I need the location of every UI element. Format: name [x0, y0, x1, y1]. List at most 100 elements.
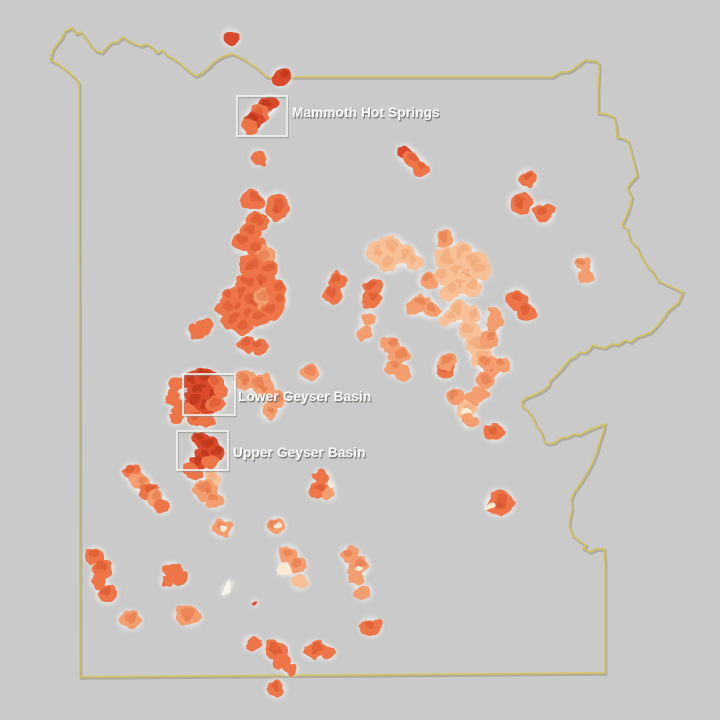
thermal-area-core [522, 172, 532, 182]
thermal-area [355, 585, 371, 599]
thermal-area [321, 488, 335, 500]
thermal-area-core [365, 620, 376, 630]
thermal-area-speckle [441, 257, 449, 264]
thermal-area [91, 574, 107, 588]
thermal-area-core [449, 390, 459, 399]
label-mammoth-hot-springs: Mammoth Hot Springs [292, 105, 440, 120]
thermal-area-core [237, 234, 248, 245]
thermal-area-core [201, 439, 212, 449]
thermal-area-core [315, 483, 325, 492]
annotation-box-shadow-mammoth-hot-springs [237, 96, 289, 139]
thermal-area-core [252, 340, 262, 349]
thermal-area-core [272, 281, 284, 292]
thermal-area-speckle [257, 279, 265, 286]
thermal-area-core [246, 224, 256, 235]
thermal-area [357, 326, 373, 340]
thermal-area-core [537, 205, 548, 216]
thermal-area-speckle [494, 502, 503, 510]
thermal-area-core [446, 311, 456, 320]
thermal-area-core [249, 192, 261, 203]
thermal-area [579, 269, 595, 283]
thermal-area-core [399, 247, 411, 258]
thermal-area-core [273, 294, 284, 304]
thermal-area-core [495, 358, 505, 367]
thermal-area-core [99, 587, 110, 597]
thermal-area-core [438, 231, 448, 241]
thermal-area [219, 524, 227, 532]
thermal-area-core [90, 549, 100, 558]
thermal-areas-layer [86, 30, 595, 697]
label-shadow-lower-geyser-basin: Lower Geyser Basin [239, 390, 372, 405]
thermal-area-core [125, 465, 135, 474]
thermal-area-core [305, 366, 316, 375]
thermal-area-core [194, 433, 204, 442]
thermal-area-core [208, 493, 218, 502]
thermal-area-core [486, 331, 497, 341]
thermal-area-core [468, 309, 479, 319]
thermal-area [314, 470, 330, 484]
thermal-area-core [264, 304, 275, 314]
thermal-area-core [241, 338, 252, 347]
thermal-area-core [212, 446, 222, 455]
thermal-area-core [182, 609, 196, 619]
park-boundary-line [49, 27, 684, 678]
thermal-area [169, 412, 183, 424]
thermal-area-core [387, 338, 397, 347]
label-shadow-mammoth-hot-springs: Mammoth Hot Springs [293, 106, 441, 121]
thermal-area-core [382, 256, 394, 266]
thermal-area-speckle [183, 616, 191, 622]
thermal-area [486, 307, 502, 333]
thermal-area-core [126, 613, 138, 623]
thermal-area-core [279, 70, 289, 80]
thermal-area [154, 499, 170, 513]
thermal-area [321, 647, 335, 659]
thermal-area-core [445, 284, 456, 294]
thermal-area-core [193, 455, 203, 464]
thermal-area-speckle [243, 379, 251, 386]
thermal-area [326, 481, 334, 489]
thermal-area-core [257, 290, 269, 301]
thermal-area-speckle [274, 649, 282, 656]
thermal-area [253, 601, 257, 605]
thermal-area-core [191, 382, 204, 393]
thermal-area-core [252, 214, 264, 225]
thermal-area [278, 563, 292, 575]
thermal-area-core [424, 303, 434, 312]
thermal-area-speckle [309, 650, 317, 655]
thermal-area-core [273, 393, 284, 403]
thermal-area-core [576, 257, 586, 266]
thermal-area [273, 523, 281, 529]
thermal-area [214, 384, 230, 398]
thermal-area [462, 408, 472, 416]
thermal-area-core [395, 348, 406, 358]
thermal-area [486, 502, 496, 510]
annotation-box-mammoth-hot-springs [236, 95, 288, 137]
thermal-area-core [252, 309, 264, 320]
thermal-area-core [222, 302, 232, 311]
thermal-area-speckle [261, 384, 269, 391]
thermal-area [251, 150, 267, 166]
thermal-area [202, 455, 218, 469]
thermal-area-core [151, 492, 161, 501]
thermal-area-core [489, 425, 500, 435]
thermal-area-core [441, 355, 451, 364]
thermal-area [245, 636, 261, 650]
thermal-area [242, 119, 258, 135]
thermal-area [188, 325, 204, 339]
thermal-area-core [416, 161, 426, 170]
thermal-area-core [423, 274, 433, 283]
park-boundary [49, 27, 686, 680]
annotation-box-shadow-upper-geyser-basin [177, 431, 230, 473]
thermal-area [223, 30, 239, 46]
thermal-area-core [223, 291, 233, 301]
thermal-area [406, 301, 422, 315]
thermal-area-core [462, 323, 474, 334]
thermal-area-core [283, 548, 293, 558]
thermal-area-core [271, 682, 281, 691]
thermal-area-speckle [245, 265, 253, 272]
thermal-area-core [366, 280, 377, 290]
thermal-area-core [343, 548, 353, 557]
thermal-area-core [137, 475, 148, 485]
